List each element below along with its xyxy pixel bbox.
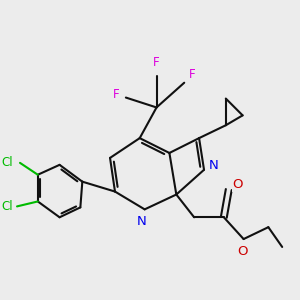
Text: O: O <box>237 245 248 258</box>
Text: Cl: Cl <box>2 156 13 170</box>
Text: F: F <box>189 68 196 81</box>
Text: N: N <box>209 159 219 172</box>
Text: O: O <box>233 178 243 191</box>
Text: N: N <box>137 215 147 228</box>
Text: Cl: Cl <box>2 200 13 213</box>
Text: F: F <box>113 88 120 101</box>
Text: F: F <box>153 56 160 69</box>
